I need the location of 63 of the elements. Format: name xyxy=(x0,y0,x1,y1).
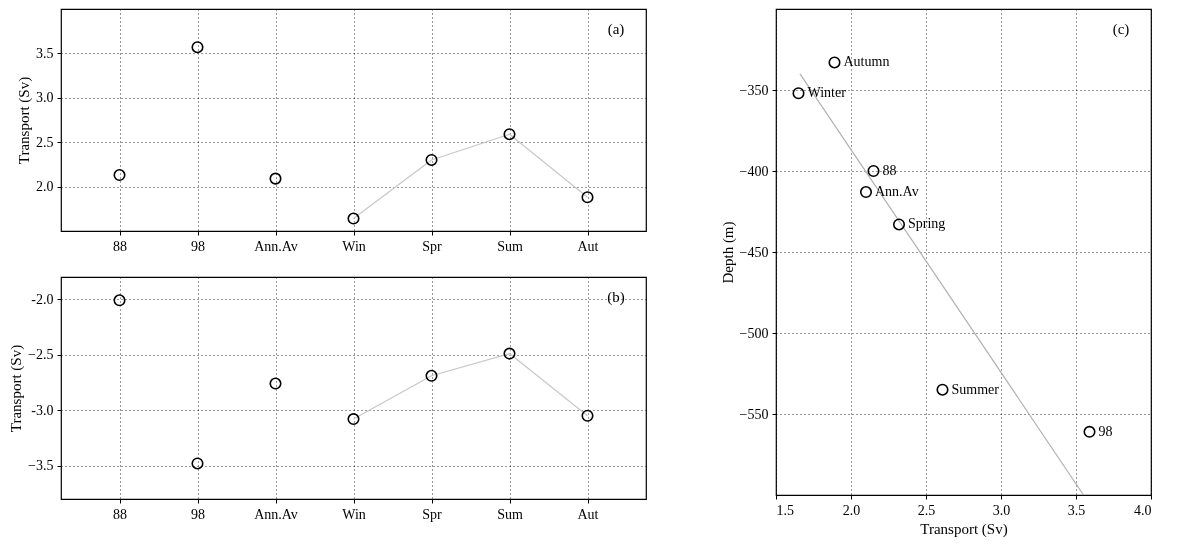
annotation: (c) xyxy=(1112,21,1130,38)
annotation: Ann.Av xyxy=(875,184,919,200)
annotation: Spring xyxy=(908,216,946,232)
x-axis-title: Transport (Sv) xyxy=(920,520,1008,538)
x-tick-label: 88 xyxy=(113,506,127,522)
point xyxy=(503,347,516,360)
x-tick-label: 4.0 xyxy=(1134,502,1152,518)
x-tick-label: Spr xyxy=(422,238,443,254)
y-tick-label: −400 xyxy=(739,163,769,179)
y-tick-label: −450 xyxy=(739,244,769,260)
point xyxy=(113,169,126,182)
point xyxy=(425,369,438,382)
x-tick-label: 2.5 xyxy=(917,502,936,518)
point xyxy=(269,172,282,185)
point xyxy=(581,409,594,422)
y-axis-title: Depth (m) xyxy=(719,221,737,284)
x-tick-label: Sum xyxy=(497,506,523,522)
x-tick-label: 98 xyxy=(191,506,205,522)
annotation: Autumn xyxy=(843,54,890,70)
x-tick-label: 2.0 xyxy=(842,502,861,518)
annotation: Summer xyxy=(951,381,1000,397)
x-tick-label: 3.5 xyxy=(1067,502,1086,518)
y-axis-title: Transport (Sv) xyxy=(16,76,33,165)
annotation: 88 xyxy=(882,163,897,178)
x-tick-label: 1.5 xyxy=(776,502,794,518)
x-tick-label: Win xyxy=(342,238,366,254)
line-series xyxy=(352,352,589,420)
y-tick-label: −2.5 xyxy=(28,347,54,363)
annotation: 98 xyxy=(1098,423,1113,439)
annotation: Winter xyxy=(807,85,847,101)
x-tick-label: 3.0 xyxy=(992,502,1011,518)
point xyxy=(191,41,204,54)
line-series xyxy=(352,133,589,220)
x-tick-label: Ann.Av xyxy=(254,238,298,254)
x-tick-label: Sum xyxy=(497,238,523,254)
y-tick-label: −500 xyxy=(739,325,769,341)
point xyxy=(425,153,438,166)
y-tick-label: −350 xyxy=(739,82,769,98)
point xyxy=(113,294,126,307)
y-axis-title: Transport (Sv) xyxy=(8,344,26,433)
point xyxy=(191,457,204,470)
x-tick-label: 88 xyxy=(113,238,127,254)
y-tick-label: 3.5 xyxy=(36,45,54,61)
x-tick-label: 98 xyxy=(191,238,205,254)
x-tick-label: Ann.Av xyxy=(254,506,298,522)
x-tick-label: Aut xyxy=(577,238,599,254)
y-tick-label: -2.0 xyxy=(31,291,54,307)
y-tick-label: 2.0 xyxy=(36,179,54,195)
y-tick-label: −550 xyxy=(739,406,769,422)
y-tick-label: -3.0 xyxy=(31,402,54,418)
x-tick-label: Spr xyxy=(422,506,443,522)
point xyxy=(269,377,282,390)
annotation: (b) xyxy=(607,289,625,306)
point xyxy=(581,191,594,204)
annotation: (a) xyxy=(607,21,625,38)
y-tick-label: 2.5 xyxy=(36,134,54,150)
y-tick-label: 3.0 xyxy=(36,90,54,106)
point xyxy=(503,128,516,141)
x-tick-label: Aut xyxy=(577,506,599,522)
x-tick-label: Win xyxy=(342,506,366,522)
point xyxy=(347,413,360,426)
y-tick-label: −3.5 xyxy=(28,458,54,474)
point xyxy=(347,212,360,225)
